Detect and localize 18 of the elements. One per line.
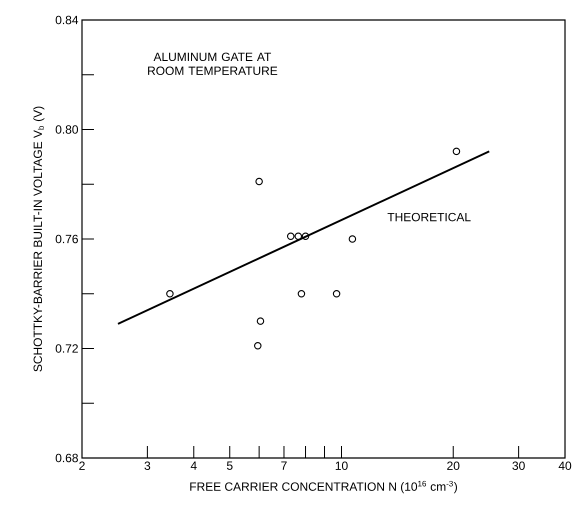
x-tick-label: 2 xyxy=(79,462,85,470)
annotation: ALUMINUM GATE AT ROOM TEMPERATURE xyxy=(148,52,278,75)
y-tick-label: 0.68 xyxy=(56,454,78,462)
y-tick-label: 0.72 xyxy=(56,344,78,353)
x-axis-title: FREE CARRIER CONCENTRATION N (10$^{16}$ cm$^{-3}$) xyxy=(190,480,457,494)
y-tick-label: 0.76 xyxy=(56,234,78,244)
y-tick-label: 0.84 xyxy=(56,16,78,24)
y-tick-label: 0.80 xyxy=(56,125,78,134)
x-tick-label: 10 xyxy=(336,462,348,470)
x-tick-label: 20 xyxy=(447,462,460,470)
x-tick-label: 40 xyxy=(558,462,572,470)
x-tick-label: 3 xyxy=(144,462,150,470)
series-label: THEORETICAL xyxy=(388,212,471,222)
x-tick-label: 5 xyxy=(226,462,233,470)
y-axis-title: SCHOTTKY-BARRIER BUILT-IN VOLTAGE V$_{b}$ (V) xyxy=(33,106,44,372)
x-tick-label: 4 xyxy=(190,462,197,470)
x-tick-label: 30 xyxy=(512,462,525,470)
x-tick-label: 7 xyxy=(281,462,287,470)
